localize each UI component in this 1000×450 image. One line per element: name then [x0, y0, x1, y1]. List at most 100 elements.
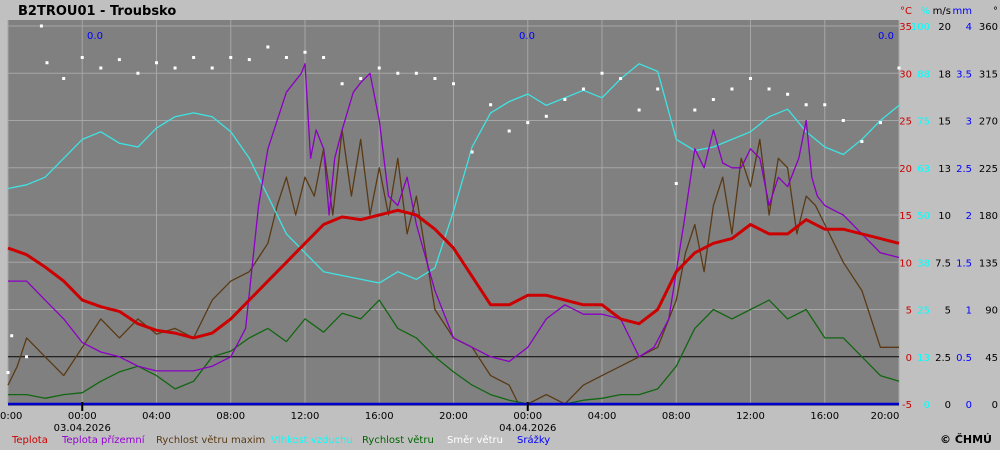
series-point-smer-vetru [878, 121, 882, 125]
axis-tick-label: 75 [917, 117, 930, 128]
legend-item: Směr větru [447, 434, 503, 446]
series-point-smer-vetru [322, 56, 326, 59]
series-point-smer-vetru [452, 82, 455, 86]
series-line-vlhkost-vzduchu [7, 63, 900, 284]
x-tick-label: 12:00 [291, 411, 320, 422]
day-marker [81, 402, 84, 411]
series-layer [6, 24, 901, 406]
series-point-smer-vetru [10, 334, 14, 338]
axis-tick-label: 3 [966, 117, 972, 128]
series-point-smer-vetru [544, 114, 548, 118]
x-date-label: 03.04.2026 [54, 423, 111, 434]
series-point-smer-vetru [210, 66, 214, 70]
series-point-smer-vetru [749, 77, 752, 80]
x-axis: 20:00 00:00 03.04.2026 04:00 08:00 12:00 16:00… [0, 402, 899, 434]
x-tick-label: 08:00 [216, 411, 245, 422]
series-line-rychlost-vetru [8, 299, 900, 405]
axis-tick-label: 0 [992, 400, 998, 411]
axis-tick-label: 0.5 [956, 353, 972, 364]
axis-tick-label: 5 [945, 306, 951, 317]
axis-unit-label: % [920, 6, 930, 17]
axis-tick-label: 0 [924, 400, 930, 411]
series-point-smer-vetru [730, 87, 734, 91]
series-point-smer-vetru [507, 129, 511, 133]
axis-tick-label: 0 [966, 400, 972, 411]
series-point-smer-vetru [489, 103, 493, 107]
axis-tick-label: 0 [945, 400, 951, 411]
series-point-smer-vetru [693, 108, 697, 112]
x-tick-label: 08:00 [662, 411, 691, 422]
series-point-smer-vetru [284, 56, 288, 59]
axis-tick-label: 13 [917, 353, 930, 364]
axis-tick-label: 35 [899, 22, 912, 33]
axis-tick-label: 10 [938, 211, 951, 222]
precip-label: 0.0 [519, 31, 535, 42]
axis-tick-label: 18 [938, 69, 951, 80]
series-point-smer-vetru [414, 71, 418, 75]
x-date-label: 04.04.2026 [499, 423, 556, 434]
series-point-smer-vetru [155, 61, 158, 65]
series-point-smer-vetru [767, 87, 771, 91]
series-point-smer-vetru [674, 182, 678, 185]
series-point-smer-vetru [656, 87, 660, 91]
series-point-smer-vetru [303, 50, 307, 54]
series-point-smer-vetru [581, 87, 585, 91]
axis-tick-label: 2.5 [956, 164, 972, 175]
legend: Teplota Teplota přízemní Rychlost větru ma… [11, 434, 550, 446]
axis-tick-label: 15 [899, 211, 912, 222]
axis-tick-label: 180 [979, 211, 998, 222]
axis-tick-label: 90 [985, 306, 998, 317]
value-axes: 0.0 0.0 0.0°C35302520151050-5%100887563503… [87, 6, 998, 411]
axis-tick-label: 4 [966, 22, 972, 33]
series-point-smer-vetru [6, 371, 10, 374]
series-point-smer-vetru [823, 103, 827, 107]
x-tick-label: 04:00 [588, 411, 617, 422]
axis-tick-label: 3.5 [956, 69, 972, 80]
legend-item: Srážky [517, 434, 550, 446]
axis-tick-label: 5 [906, 306, 912, 317]
axis-tick-label: 360 [979, 22, 998, 33]
x-tick-label: 20:00 [871, 411, 900, 422]
series-point-smer-vetru [359, 77, 363, 80]
legend-item: Teplota [11, 435, 48, 446]
series-point-smer-vetru [25, 355, 29, 359]
x-tick-label: 16:00 [810, 411, 839, 422]
credit-text: © ČHMÚ [940, 433, 992, 446]
precip-label: 0.0 [878, 31, 894, 42]
axis-tick-label: 30 [899, 69, 912, 80]
series-point-smer-vetru [377, 66, 381, 70]
axis-tick-label: 88 [917, 69, 930, 80]
series-point-smer-vetru [229, 56, 233, 59]
series-point-smer-vetru [192, 56, 196, 59]
axis-tick-label: 10 [899, 258, 912, 269]
series-point-smer-vetru [173, 66, 177, 70]
axis-tick-label: 38 [917, 258, 930, 269]
series-point-smer-vetru [247, 58, 251, 62]
x-tick-label: 20:00 [439, 411, 468, 422]
precip-label: 0.0 [87, 31, 103, 42]
series-point-smer-vetru [860, 140, 864, 143]
series-point-smer-vetru [563, 98, 567, 101]
axis-tick-label: 2.5 [935, 353, 951, 364]
axis-unit-label: m/s [933, 6, 951, 17]
series-point-smer-vetru [433, 77, 437, 80]
series-point-smer-vetru [637, 108, 641, 112]
legend-item: Teplota přízemní [61, 434, 146, 446]
axis-tick-label: 1.5 [956, 258, 972, 269]
x-tick-label: 12:00 [736, 411, 765, 422]
series-point-smer-vetru [804, 103, 808, 107]
axis-unit-label: °C [900, 6, 912, 17]
x-tick-label: 16:00 [365, 411, 394, 422]
series-point-smer-vetru [711, 98, 715, 101]
series-point-smer-vetru [470, 150, 474, 154]
series-point-smer-vetru [266, 45, 270, 49]
series-point-smer-vetru [619, 77, 623, 80]
x-tick-label: 00:00 [513, 411, 542, 422]
series-point-smer-vetru [136, 71, 140, 75]
series-line-teplota [7, 208, 900, 340]
series-point-smer-vetru [45, 61, 49, 65]
axis-tick-label: 25 [899, 117, 912, 128]
series-point-smer-vetru [39, 24, 43, 28]
series-point-smer-vetru [786, 92, 790, 96]
